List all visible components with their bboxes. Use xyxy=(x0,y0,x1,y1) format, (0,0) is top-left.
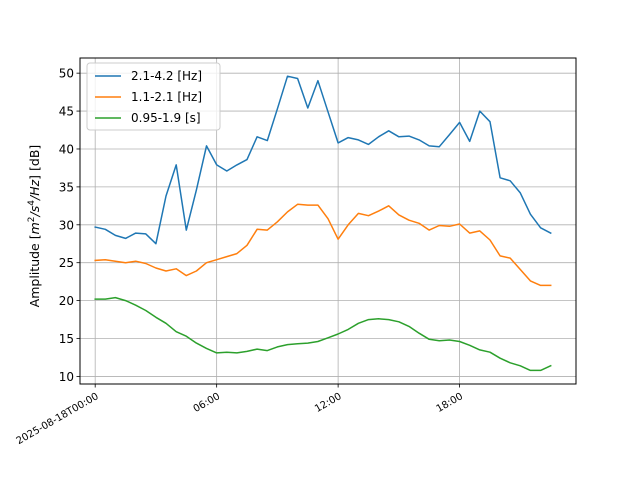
y-axis: 10 15 20 25 30 35 40 45 50 xyxy=(59,67,80,384)
y-tick-label: 35 xyxy=(59,180,74,194)
y-tick-label: 40 xyxy=(59,142,74,156)
legend-box xyxy=(86,62,221,131)
series-line-3 xyxy=(94,296,552,372)
legend-label-1: 2.1-4.2 [Hz] xyxy=(131,69,202,83)
y-tick-label: 50 xyxy=(59,67,74,81)
series-layer xyxy=(94,75,552,372)
series-line-1 xyxy=(94,75,552,245)
series-line-2 xyxy=(94,203,552,287)
y-tick-label: 30 xyxy=(59,218,74,232)
y-tick-label: 20 xyxy=(59,294,74,308)
legend-label-3: 0.95-1.9 [s] xyxy=(131,111,201,125)
y-axis-label: Amplitude [m2/s4/Hz] [dB] xyxy=(27,145,42,308)
y-tick-label: 10 xyxy=(59,370,74,384)
y-tick-label: 25 xyxy=(59,256,74,270)
legend: 2.1-4.2 [Hz] 1.1-2.1 [Hz] 0.95-1.9 [s] xyxy=(86,62,221,131)
y-tick-label: 45 xyxy=(59,105,74,119)
plot-frame xyxy=(79,57,577,385)
legend-label-2: 1.1-2.1 [Hz] xyxy=(131,90,202,104)
y-tick-label: 15 xyxy=(59,332,74,346)
